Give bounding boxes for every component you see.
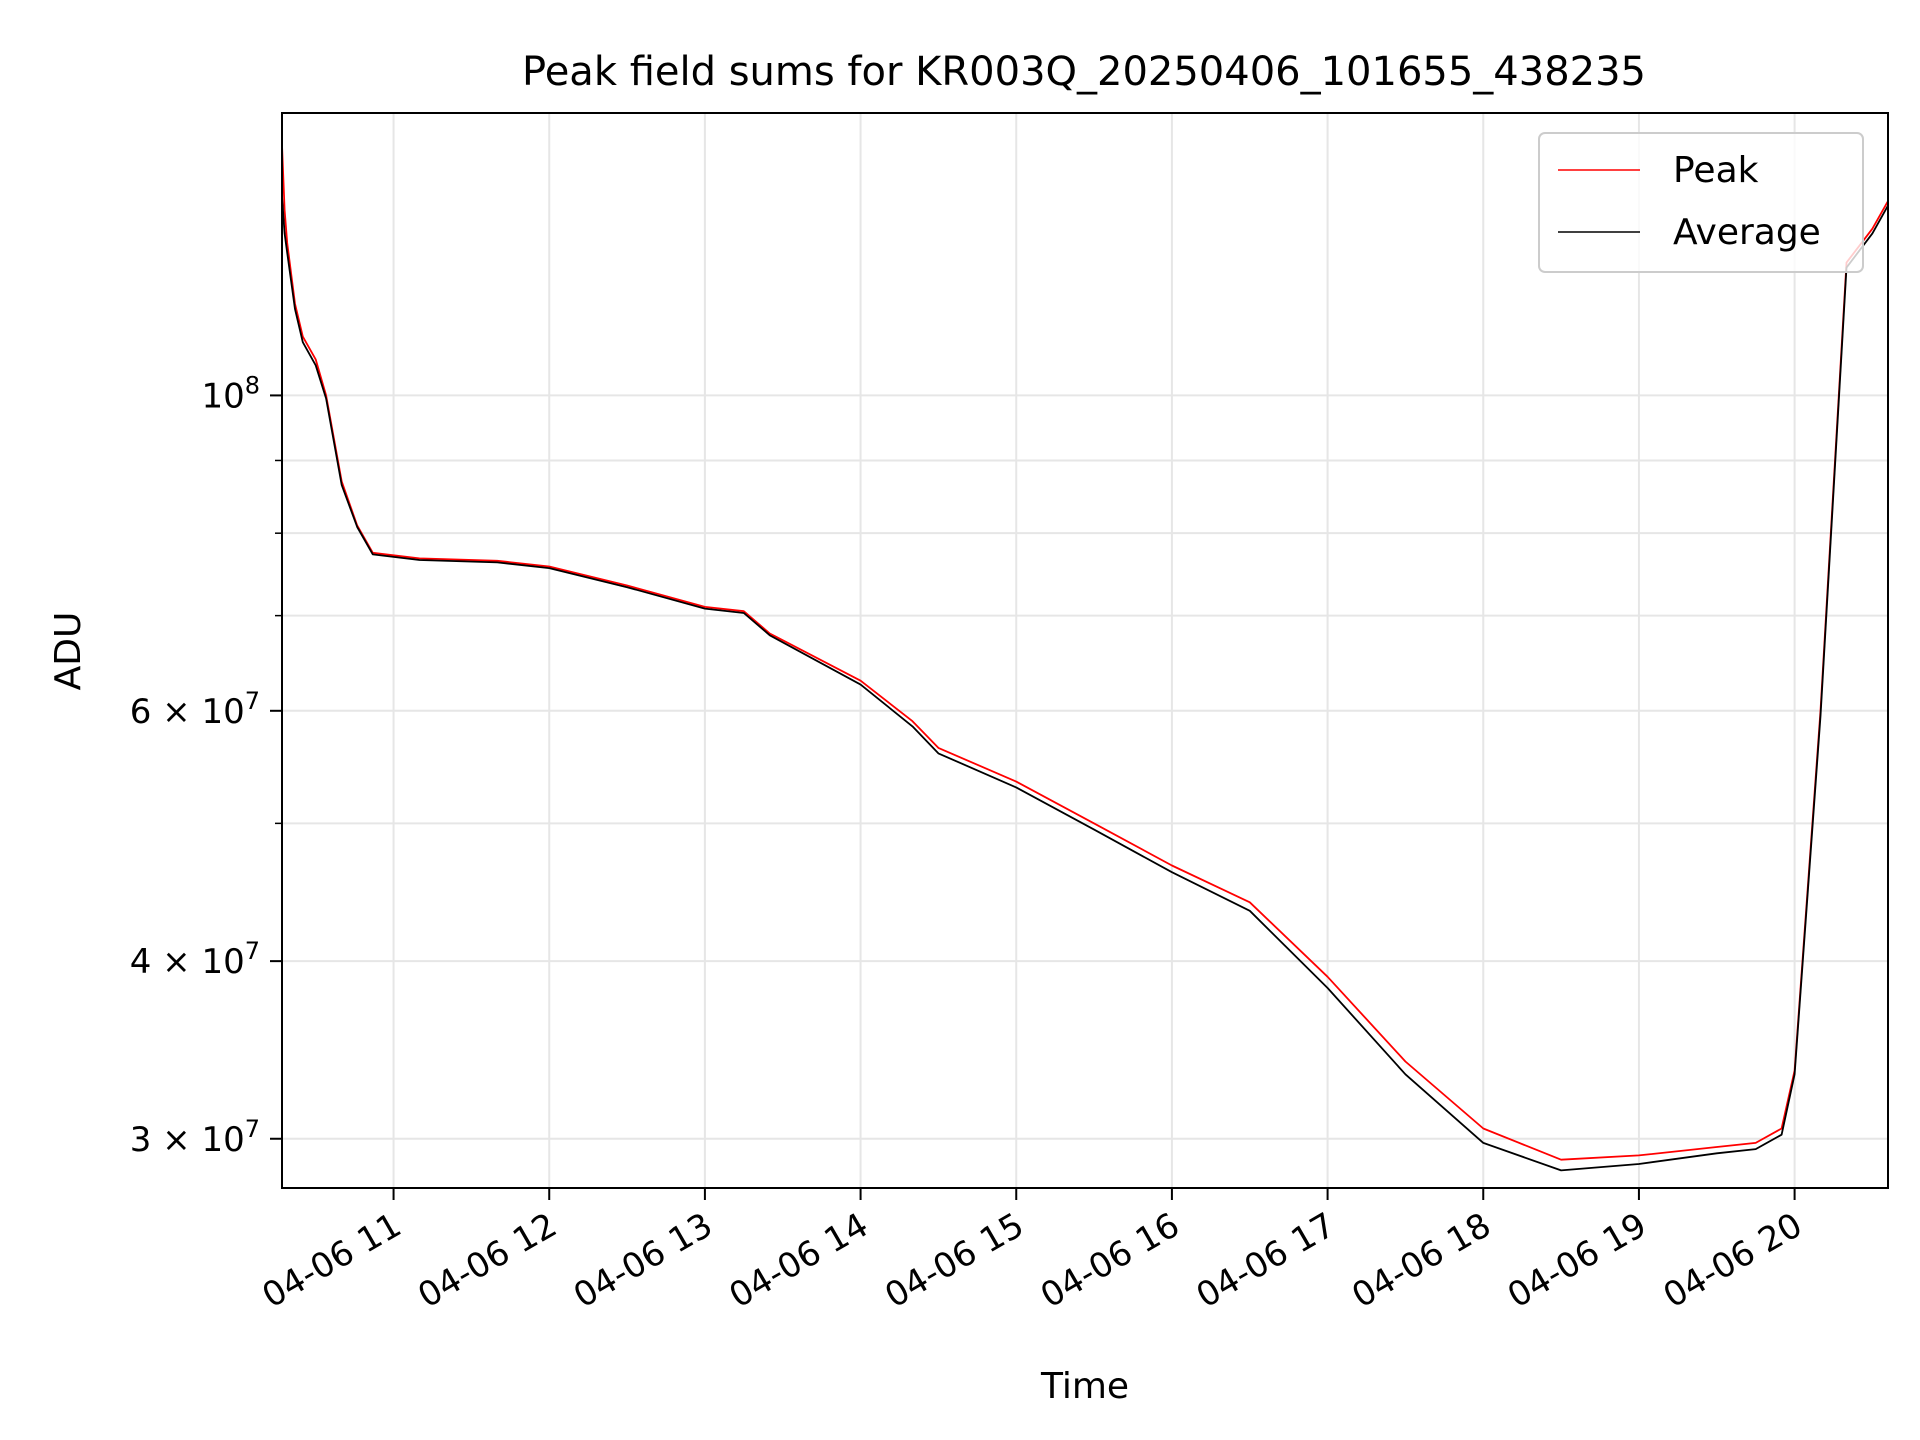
plot-area-frame xyxy=(281,112,1889,1189)
legend-peak-label: Peak xyxy=(1673,150,1759,191)
y-tick-label: 3 × 107 xyxy=(130,1115,260,1160)
legend-average-label: Average xyxy=(1673,212,1821,253)
y-axis: 108 6 × 107 4 × 107 3 × 107 xyxy=(130,371,282,1160)
legend-box xyxy=(1538,132,1864,273)
series-lines xyxy=(281,145,1889,1172)
legend: Peak Average xyxy=(1538,132,1864,273)
series-line-average xyxy=(281,196,1889,1172)
y-tick-label: 6 × 107 xyxy=(130,687,260,732)
y-tick-label: 4 × 107 xyxy=(130,937,260,982)
series-line-peak xyxy=(281,145,1889,1161)
grid-lines xyxy=(282,113,1888,1188)
x-axis-label: Time xyxy=(1040,1366,1129,1407)
y-axis-label: ADU xyxy=(48,612,89,691)
chart-title: Peak field sums for KR003Q_20250406_1016… xyxy=(522,49,1646,95)
y-tick-label: 108 xyxy=(201,371,260,416)
